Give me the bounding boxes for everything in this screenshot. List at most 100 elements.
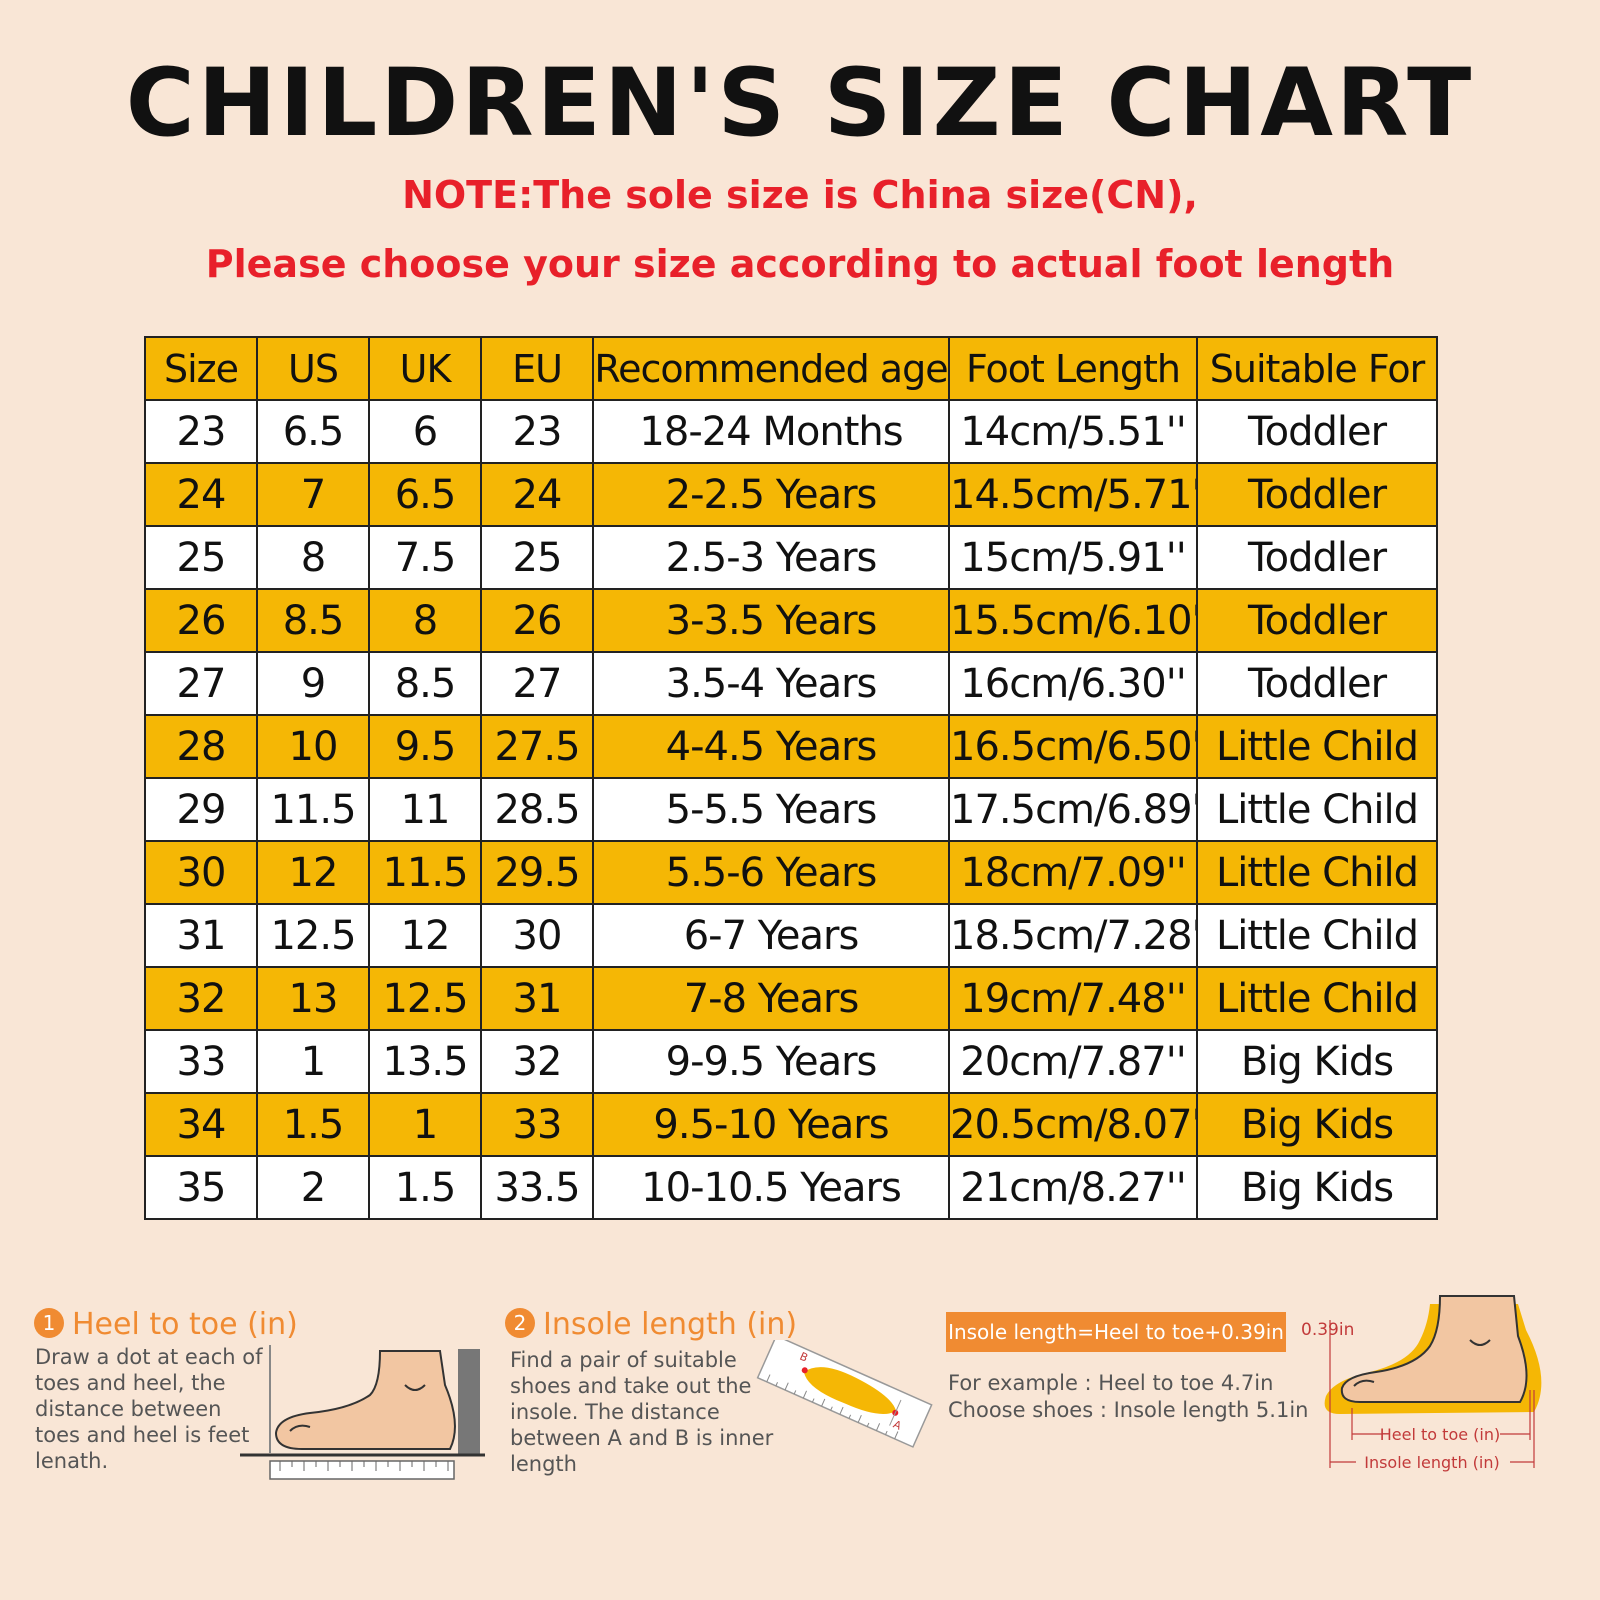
uk-cell: 1 [368,1092,482,1157]
eu-cell: 31 [480,966,594,1031]
suitable-for-cell: Toddler [1196,588,1438,653]
uk-cell: 7.5 [368,525,482,590]
eu-cell: 28.5 [480,777,594,842]
table-row: 27 9 8.5 27 3.5-4 Years 16cm/6.30'' Toddler [144,651,1438,716]
age-cell: 4-4.5 Years [592,714,950,779]
step2-number-badge: 2 [505,1307,535,1338]
size-cell: 31 [144,903,258,968]
foot-length-cell: 18.5cm/7.28'' [948,903,1198,968]
age-cell: 9.5-10 Years [592,1092,950,1157]
header-us: US [256,336,370,401]
us-cell: 6.5 [256,399,370,464]
header-eu: EU [480,336,594,401]
table-row: 24 7 6.5 24 2-2.5 Years 14.5cm/5.71'' Toddler [144,462,1438,527]
uk-cell: 8 [368,588,482,653]
uk-cell: 1.5 [368,1155,482,1220]
foot-on-ruler-illustration [240,1345,485,1480]
step2-line: Find a pair of suitable [510,1348,737,1372]
step1-title: Heel to toe (in) [72,1307,298,1342]
suitable-for-cell: Little Child [1196,903,1438,968]
foot-length-cell: 21cm/8.27'' [948,1155,1198,1220]
foot-length-cell: 19cm/7.48'' [948,966,1198,1031]
size-cell: 24 [144,462,258,527]
step2-line: between A and B is inner [510,1426,774,1450]
age-cell: 3-3.5 Years [592,588,950,653]
uk-cell: 12 [368,903,482,968]
suitable-for-cell: Toddler [1196,462,1438,527]
eu-cell: 27 [480,651,594,716]
header-recommended-age: Recommended age [592,336,950,401]
us-cell: 11.5 [256,777,370,842]
page-title: CHILDREN'S SIZE CHART [125,49,1475,158]
step1-number-badge: 1 [34,1307,64,1338]
foot-length-cell: 20cm/7.87'' [948,1029,1198,1094]
suitable-for-cell: Big Kids [1196,1029,1438,1094]
age-cell: 2-2.5 Years [592,462,950,527]
foot-insole-diagram: Heel to toe (in) Insole length (in) [1324,1295,1542,1472]
suitable-for-cell: Little Child [1196,840,1438,905]
eu-cell: 24 [480,462,594,527]
table-row: 31 12.5 12 30 6-7 Years 18.5cm/7.28'' Little C… [144,903,1438,968]
table-row: 30 12 11.5 29.5 5.5-6 Years 18cm/7.09'' Little… [144,840,1438,905]
table-row: 35 2 1.5 33.5 10-10.5 Years 21cm/8.27'' Big Ki… [144,1155,1438,1220]
uk-cell: 6 [368,399,482,464]
foot-length-cell: 14.5cm/5.71'' [948,462,1198,527]
step1-line: lenath. [35,1449,109,1473]
us-cell: 7 [256,462,370,527]
eu-cell: 33.5 [480,1155,594,1220]
header-uk: UK [368,336,482,401]
size-cell: 23 [144,399,258,464]
foot-length-cell: 17.5cm/6.89'' [948,777,1198,842]
uk-cell: 12.5 [368,966,482,1031]
table-row: 23 6.5 6 23 18-24 Months 14cm/5.51'' Toddler [144,399,1438,464]
suitable-for-cell: Toddler [1196,399,1438,464]
insole-length-label: Insole length (in) [1364,1453,1500,1472]
foot-length-cell: 15cm/5.91'' [948,525,1198,590]
header-size: Size [144,336,258,401]
offset-label: 0.39in [1301,1320,1355,1340]
note-line-2: Please choose your size according to act… [205,242,1395,286]
foot-length-cell: 20.5cm/8.07'' [948,1092,1198,1157]
foot-length-cell: 14cm/5.51'' [948,399,1198,464]
formula-banner: Insole length=Heel to toe+0.39in [946,1312,1286,1352]
us-cell: 12.5 [256,903,370,968]
eu-cell: 32 [480,1029,594,1094]
step2-line: length [510,1452,577,1476]
age-cell: 7-8 Years [592,966,950,1031]
suitable-for-cell: Little Child [1196,777,1438,842]
size-cell: 35 [144,1155,258,1220]
eu-cell: 29.5 [480,840,594,905]
step1-line: Draw a dot at each of [35,1345,263,1369]
header-suitable-for: Suitable For [1196,336,1438,401]
step1-line: distance between [35,1397,222,1421]
table-row: 34 1.5 1 33 9.5-10 Years 20.5cm/8.07'' Big Kid… [144,1092,1438,1157]
suitable-for-cell: Toddler [1196,525,1438,590]
step2-line: insole. The distance [510,1400,720,1424]
step2-title: Insole length (in) [543,1307,798,1342]
age-cell: 18-24 Months [592,399,950,464]
table-row: 28 10 9.5 27.5 4-4.5 Years 16.5cm/6.50'' Littl… [144,714,1438,779]
size-cell: 27 [144,651,258,716]
example-line-2: Choose shoes : Insole length 5.1in [948,1398,1309,1422]
step1-heading: 1 Heel to toe (in) [34,1307,298,1342]
age-cell: 3.5-4 Years [592,651,950,716]
table-row: 29 11.5 11 28.5 5-5.5 Years 17.5cm/6.89'' Litt… [144,777,1438,842]
us-cell: 9 [256,651,370,716]
size-cell: 29 [144,777,258,842]
table-row: 32 13 12.5 31 7-8 Years 19cm/7.48'' Little Chi… [144,966,1438,1031]
us-cell: 8.5 [256,588,370,653]
size-cell: 33 [144,1029,258,1094]
eu-cell: 30 [480,903,594,968]
table-row: 33 1 13.5 32 9-9.5 Years 20cm/7.87'' Big Kids [144,1029,1438,1094]
foot-length-cell: 15.5cm/6.10'' [948,588,1198,653]
us-cell: 1 [256,1029,370,1094]
step2-heading: 2 Insole length (in) [505,1307,797,1342]
size-table: Size US UK EU Recommended age Foot Lengt… [144,336,1438,1220]
us-cell: 1.5 [256,1092,370,1157]
uk-cell: 11.5 [368,840,482,905]
eu-cell: 33 [480,1092,594,1157]
table-row: 26 8.5 8 26 3-3.5 Years 15.5cm/6.10'' Toddler [144,588,1438,653]
suitable-for-cell: Little Child [1196,714,1438,779]
us-cell: 12 [256,840,370,905]
age-cell: 5-5.5 Years [592,777,950,842]
